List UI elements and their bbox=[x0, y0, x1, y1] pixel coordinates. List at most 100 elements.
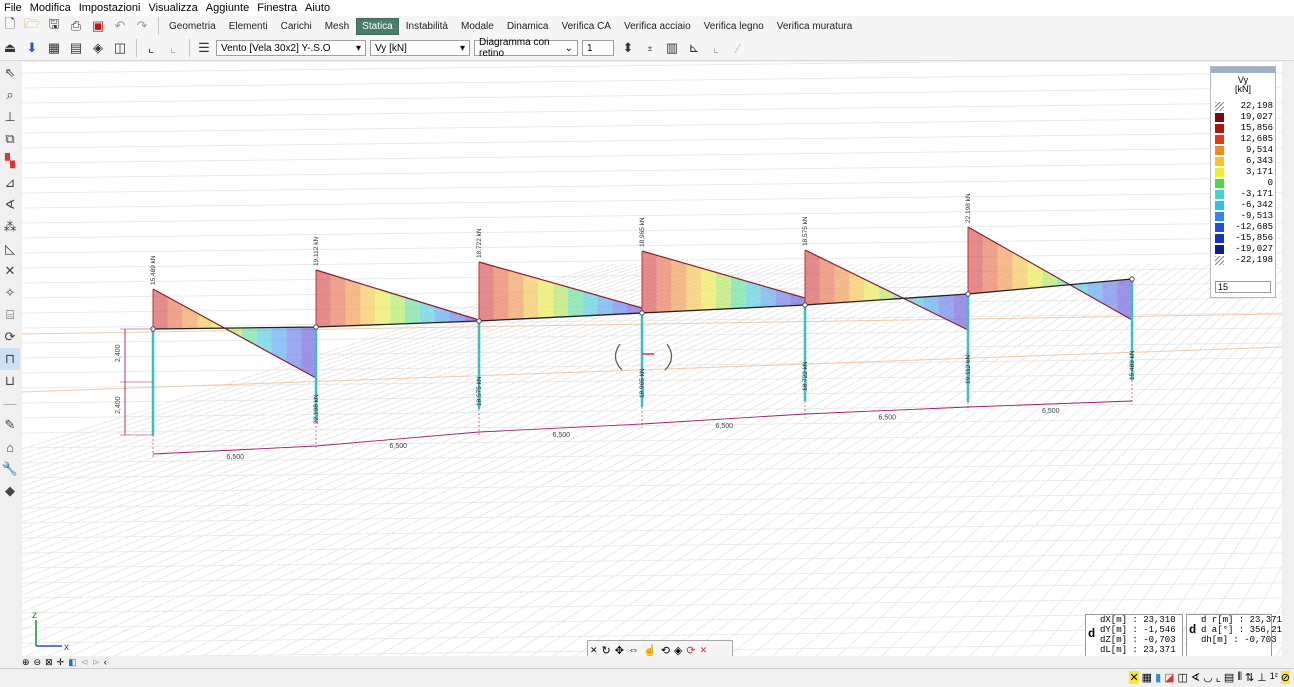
zoom-selection-icon[interactable]: ◧ bbox=[68, 656, 77, 667]
warning-icon[interactable]: ◆ bbox=[5, 483, 15, 498]
power-icon[interactable]: 1² bbox=[1269, 671, 1278, 681]
pencil-icon[interactable]: ✎ bbox=[4, 417, 16, 432]
tab-verifica-muratura[interactable]: Verifica muratura bbox=[776, 20, 853, 32]
menu-finestra[interactable]: Finestra bbox=[257, 2, 297, 14]
new-file-icon[interactable]: 🗋 bbox=[4, 16, 16, 31]
hand-icon[interactable]: ☝ bbox=[642, 644, 657, 657]
grid-line bbox=[0, 263, 754, 545]
structure-icon[interactable]: ⌂ bbox=[6, 439, 14, 455]
menu-aiuto[interactable]: Aiuto bbox=[304, 2, 331, 14]
tab-mesh[interactable]: Mesh bbox=[324, 20, 350, 32]
cross-icon[interactable]: ✕ bbox=[4, 263, 16, 278]
import-icon[interactable]: ⬇ bbox=[26, 40, 38, 55]
grid-icon[interactable]: ▥ bbox=[665, 40, 679, 55]
corner-snap-icon[interactable]: ⌞ bbox=[1215, 672, 1221, 684]
node-icon[interactable]: ✧ bbox=[4, 285, 16, 300]
undo-icon[interactable]: ↶ bbox=[114, 18, 126, 33]
table-icon[interactable]: ▦ bbox=[47, 40, 61, 55]
axes-icon[interactable]: ⌞ bbox=[147, 40, 155, 55]
ruler-icon[interactable]: ◺ bbox=[5, 241, 15, 256]
sort-icon[interactable]: ⇅ bbox=[1244, 672, 1255, 684]
angle-snap-icon[interactable]: ∢ bbox=[1190, 672, 1201, 684]
menu-modifica[interactable]: Modifica bbox=[29, 2, 71, 14]
report-icon[interactable]: ▤ bbox=[69, 40, 83, 55]
axes-toggle-icon[interactable]: ⊥ bbox=[1257, 672, 1267, 684]
tab-verifica-legno[interactable]: Verifica legno bbox=[703, 20, 764, 32]
open-folder-icon[interactable]: 🗁 bbox=[23, 16, 41, 31]
rotate-icon[interactable]: ⟳ bbox=[4, 329, 16, 344]
select-icon[interactable]: ⇖ bbox=[4, 65, 16, 80]
move-icon[interactable]: ⇔ bbox=[627, 644, 639, 656]
zoom-prev-icon[interactable]: ⊲ bbox=[80, 656, 89, 667]
wrench-icon[interactable]: 🔧 bbox=[1, 461, 19, 476]
tab-modale[interactable]: Modale bbox=[461, 20, 494, 32]
table-toggle-icon[interactable]: ▤ bbox=[1223, 672, 1235, 684]
load-case-list-icon[interactable]: ☰ bbox=[198, 40, 210, 55]
color-toggle-icon[interactable]: ◪ bbox=[1164, 672, 1175, 684]
orbit-icon[interactable]: ↻ bbox=[601, 644, 611, 657]
pan-icon[interactable]: ✥ bbox=[614, 644, 624, 657]
angle-icon[interactable]: ∢ bbox=[4, 197, 16, 212]
zoom-icon[interactable]: ⌕ bbox=[6, 87, 14, 102]
tab-statica[interactable]: Statica bbox=[356, 17, 399, 35]
line-tool-icon[interactable]: — bbox=[3, 395, 17, 411]
snap-toggle-icon[interactable]: ✕ bbox=[1129, 671, 1139, 684]
cube-icon[interactable]: ◈ bbox=[673, 644, 683, 657]
tab-geometria[interactable]: Geometria bbox=[169, 20, 216, 32]
zoom-next-icon[interactable]: ⊳ bbox=[92, 656, 100, 667]
scroll-left-icon[interactable]: ‹ bbox=[103, 657, 107, 667]
node-snap-icon[interactable]: ◫ bbox=[1177, 672, 1188, 684]
highlight-icon[interactable]: ⊘ bbox=[1280, 671, 1290, 684]
zoom-in-icon[interactable]: ⊕ bbox=[22, 656, 30, 667]
vertical-scrollbar[interactable] bbox=[1282, 62, 1294, 668]
tab-dinamica[interactable]: Dinamica bbox=[506, 20, 549, 32]
save-icon[interactable]: 🖫 bbox=[48, 16, 60, 31]
plane-icon[interactable]: ⌸ bbox=[6, 307, 14, 322]
menu-aggiunte[interactable]: Aggiunte bbox=[205, 2, 250, 14]
corner-icon[interactable]: ⌞ bbox=[712, 40, 720, 55]
zoom-fit-icon[interactable]: ✛ bbox=[56, 656, 65, 667]
viewport-canvas[interactable]: 15,489 kN 19,112 kN 18,722 kN 18,965 kN 18,5… bbox=[0, 57, 1294, 659]
tab-verifica-acciaio[interactable]: Verifica acciaio bbox=[623, 20, 691, 32]
frame-select-icon[interactable]: ⊓ bbox=[0, 348, 20, 370]
snap-icon[interactable]: ⁂ bbox=[3, 219, 17, 234]
menu-impostazioni[interactable]: Impostazioni bbox=[78, 2, 141, 14]
zoom-out-icon[interactable]: ⊖ bbox=[33, 656, 42, 667]
column-toggle-icon[interactable]: ⫴ bbox=[1237, 671, 1242, 683]
arc-snap-icon[interactable]: ◡ bbox=[1203, 672, 1213, 684]
frame-icon[interactable]: ⌞ bbox=[169, 40, 177, 55]
diagram-mode-select[interactable]: Diagramma con retino ⌄ bbox=[474, 37, 578, 59]
menu-visualizza[interactable]: Visualizza bbox=[148, 2, 198, 14]
export-icon[interactable]: ◫ bbox=[113, 40, 127, 55]
quantity-select[interactable]: Vy [kN] ▾ bbox=[370, 40, 470, 56]
axes-3d-icon[interactable]: ⊥ bbox=[4, 109, 16, 124]
menu-file[interactable]: File bbox=[4, 2, 22, 14]
palette-icon[interactable]: ▚ bbox=[5, 153, 15, 168]
reset-view-icon[interactable]: ⟳ bbox=[686, 644, 696, 657]
copy-icon[interactable]: ⧉ bbox=[5, 131, 15, 146]
chart-icon[interactable]: ⊾ bbox=[688, 40, 700, 55]
line-icon[interactable]: ⁄ bbox=[736, 40, 740, 56]
max-min-icon[interactable]: ± bbox=[647, 43, 653, 53]
dimension-icon[interactable]: ⊿ bbox=[4, 175, 16, 190]
ortho-toggle-icon[interactable]: ▮ bbox=[1155, 672, 1162, 684]
grid-toggle-icon[interactable]: ▦ bbox=[1141, 672, 1153, 684]
rotate-view-icon[interactable]: ⟲ bbox=[660, 644, 670, 657]
zoom-window-icon[interactable]: ⊠ bbox=[45, 656, 53, 667]
load-case-select[interactable]: Vento [Vela 30x2] Y-.S.O ▾ bbox=[216, 40, 366, 56]
view-icon[interactable]: ⏏ bbox=[3, 40, 17, 55]
tab-verifica-ca[interactable]: Verifica CA bbox=[561, 20, 611, 32]
tab-carichi[interactable]: Carichi bbox=[280, 20, 312, 32]
legend-levels-field[interactable]: 15 bbox=[1215, 281, 1271, 293]
beam-icon[interactable]: ⊔ bbox=[4, 373, 16, 388]
print-icon[interactable]: ⎙ bbox=[70, 18, 82, 33]
tab-elementi[interactable]: Elementi bbox=[228, 20, 268, 32]
tab-instabilita[interactable]: Instabilità bbox=[405, 20, 448, 32]
redo-icon[interactable]: ↷ bbox=[136, 18, 148, 33]
close-icon[interactable]: ✕ bbox=[590, 644, 598, 655]
close-view-icon[interactable]: ✕ bbox=[699, 644, 708, 655]
pdf-icon[interactable]: ▣ bbox=[91, 18, 105, 33]
spin-icon[interactable]: ⬍ bbox=[622, 40, 634, 55]
scale-stepper[interactable]: 1 bbox=[582, 40, 614, 56]
layers-icon[interactable]: ◈ bbox=[93, 40, 103, 55]
